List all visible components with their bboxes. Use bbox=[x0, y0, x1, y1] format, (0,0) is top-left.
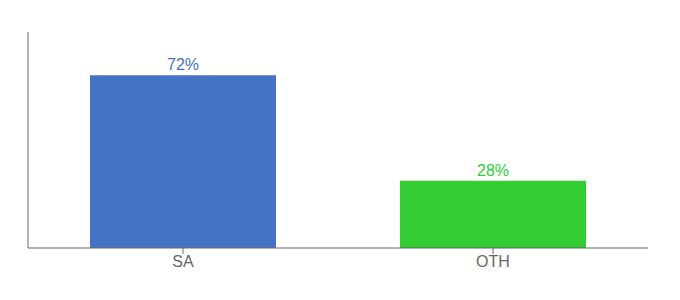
svg-text:28%: 28% bbox=[477, 162, 509, 179]
svg-text:72%: 72% bbox=[167, 56, 199, 73]
svg-text:OTH: OTH bbox=[476, 253, 510, 270]
svg-text:SA: SA bbox=[172, 253, 194, 270]
